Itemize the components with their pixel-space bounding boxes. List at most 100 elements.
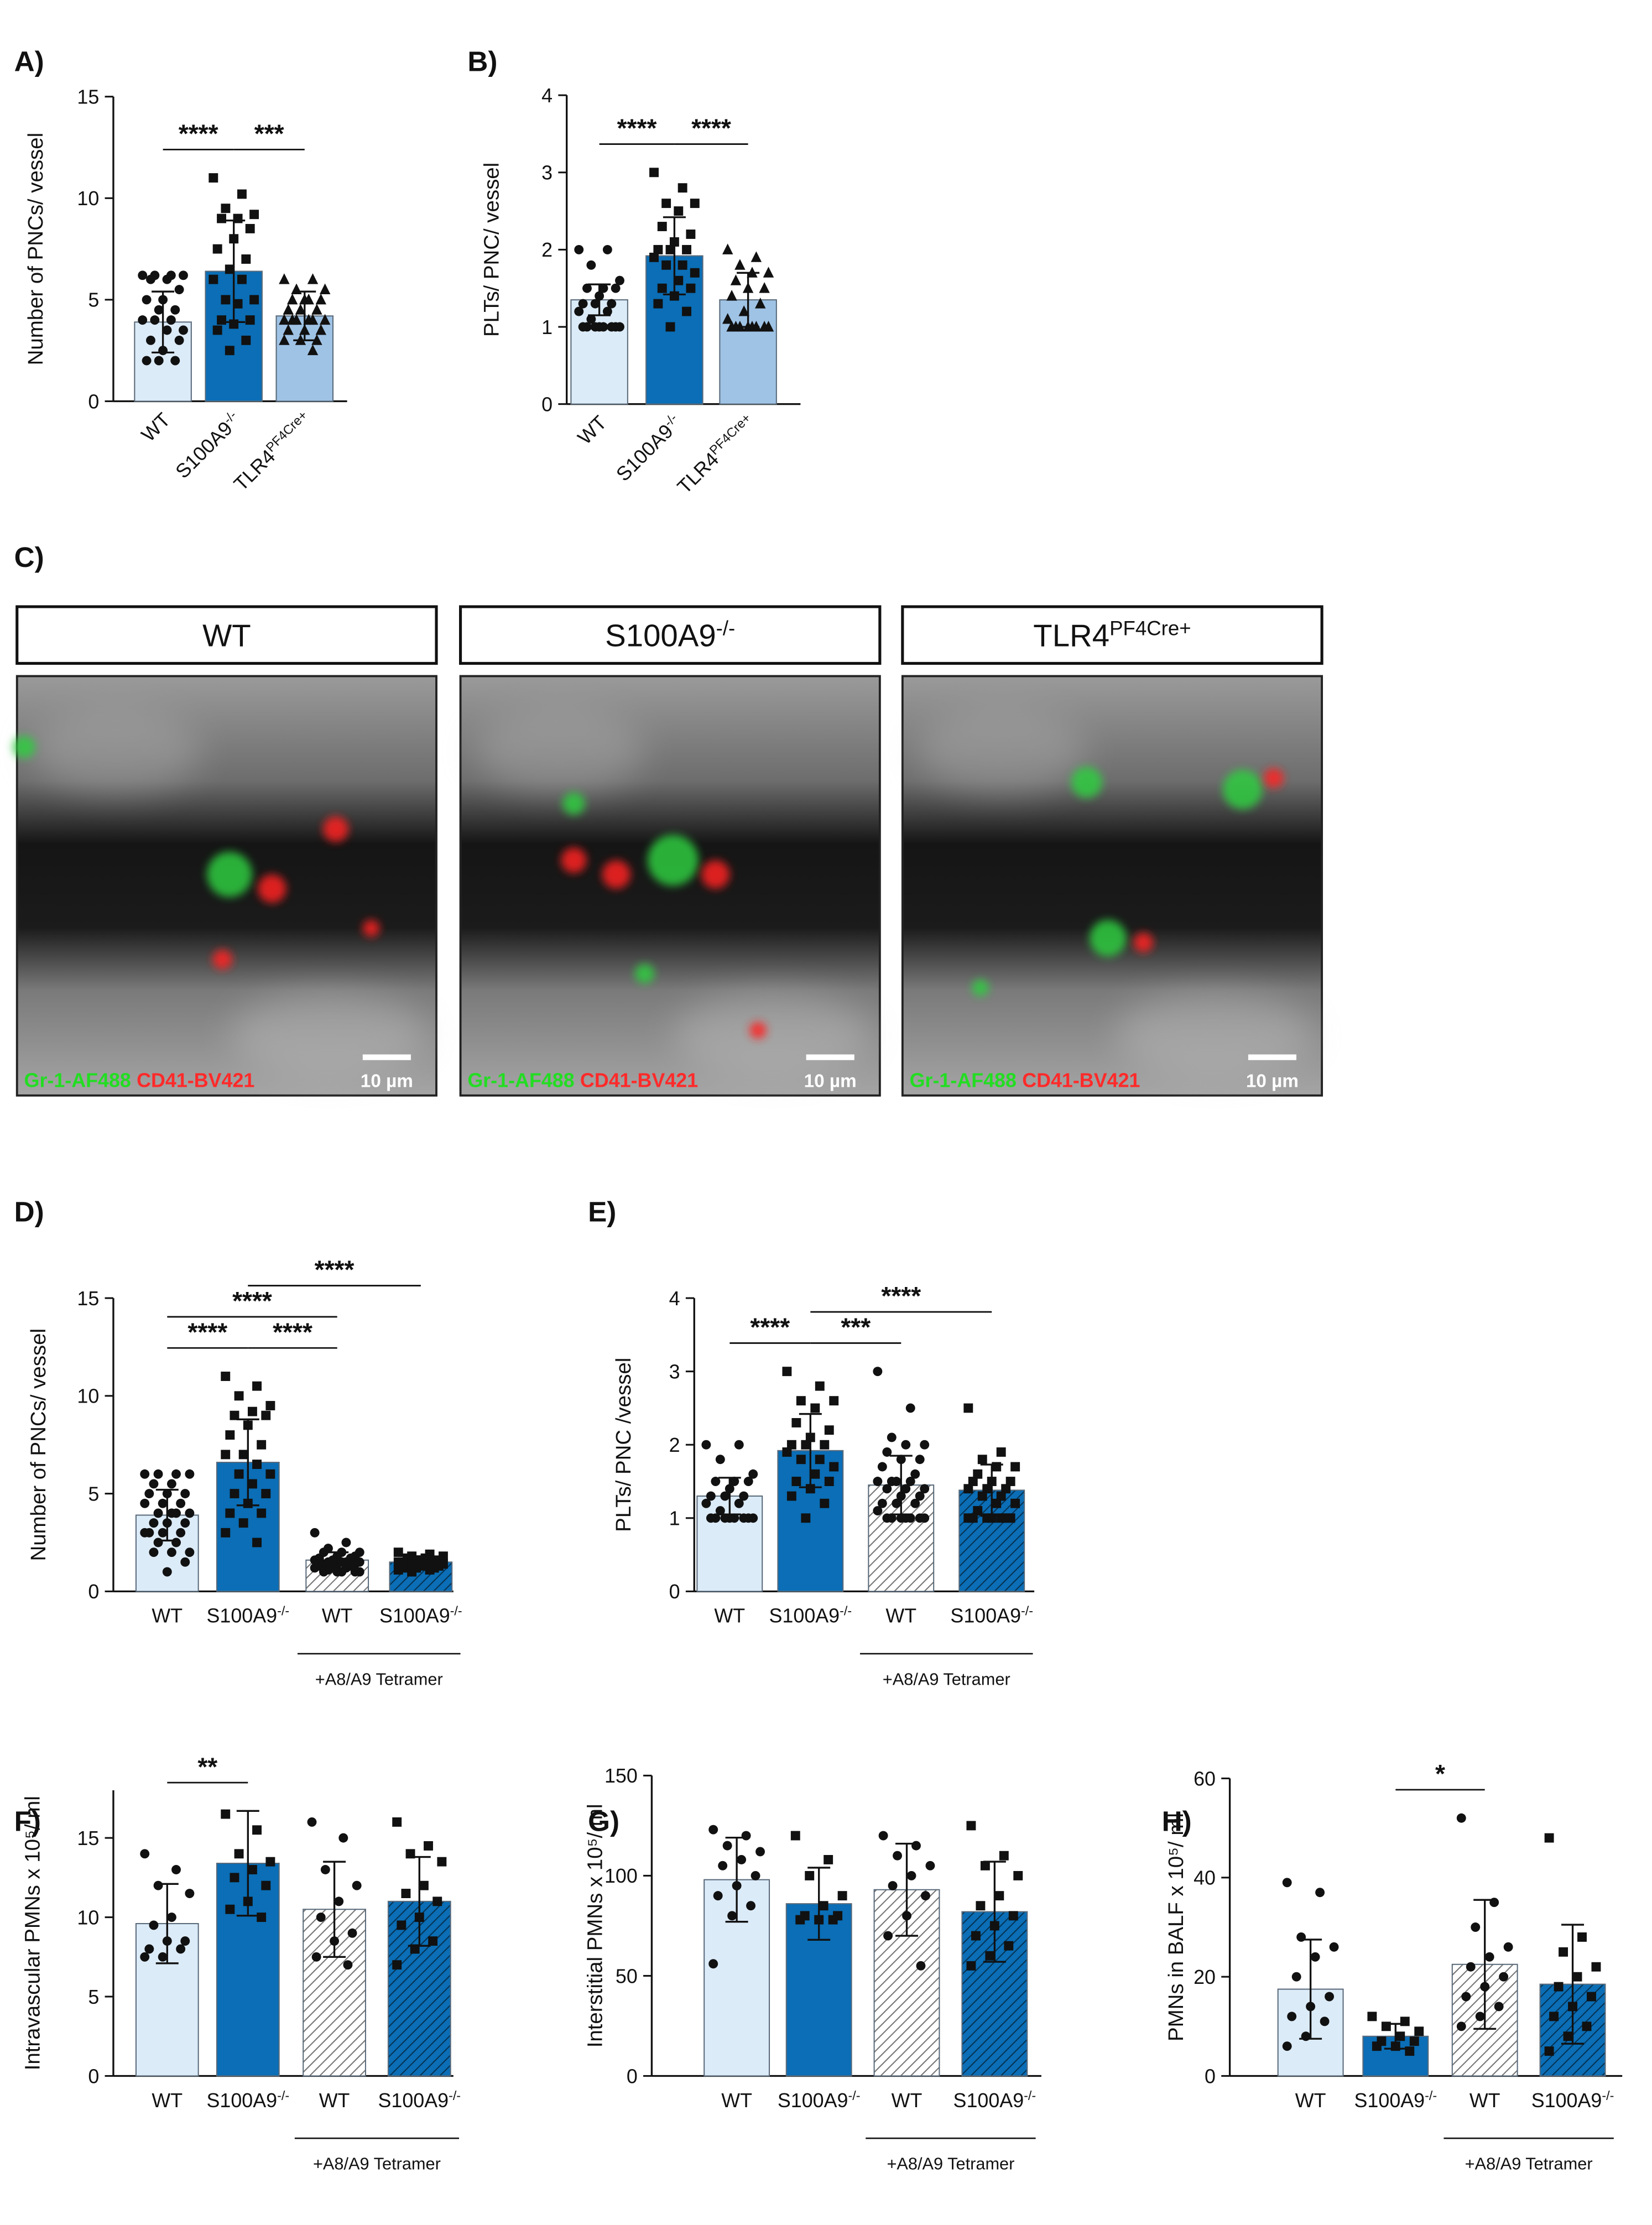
data-point [820,1498,830,1508]
y-axis-label: Interstitial PMNs x 10⁵/ ml [583,1804,607,2048]
data-point [238,1450,248,1460]
data-point [977,1455,987,1465]
significance-label: **** [750,1313,790,1342]
data-point [350,1567,360,1577]
x-tick-label-sup: -/- [1021,1604,1033,1618]
data-point [786,1491,796,1501]
data-point [311,334,322,345]
panel-label: G) [588,1805,619,1837]
data-point [257,1913,267,1922]
data-point [307,1817,317,1827]
data-point [170,356,180,366]
data-point [877,1498,887,1508]
data-point [234,1391,244,1401]
stain-green: Gr-1-AF488 [910,1069,1017,1091]
data-point [916,1961,926,1971]
x-tick-label: S100A9-/- [1531,2088,1614,2112]
data-point [261,1410,271,1420]
data-point [661,260,671,270]
x-tick-label: WT [574,411,611,449]
y-tick-label: 2 [541,239,553,261]
data-point [166,315,176,325]
data-point [795,1915,805,1925]
data-point [882,1513,892,1523]
data-point [252,1538,262,1547]
cell-signal [207,852,252,898]
data-point [307,344,319,356]
scale-bar-label: 10 µm [1246,1071,1299,1091]
data-point [782,1367,792,1377]
data-point [1471,1922,1481,1932]
y-tick-label: 3 [669,1361,680,1383]
data-point [887,1477,897,1486]
data-point [746,1901,756,1911]
data-point [1456,2021,1466,2031]
cell-signal [634,963,655,984]
data-point [338,1833,348,1843]
x-tick-label-sup: -/- [1602,2088,1614,2103]
y-axis-label: Number of PNCs/ vessel [27,1328,50,1561]
data-point [892,1498,901,1508]
data-point [590,322,600,332]
data-point [225,264,234,274]
bar [570,299,628,405]
y-tick-label: 1 [669,1508,680,1530]
data-point [233,299,243,309]
data-point [149,1920,159,1930]
data-point [720,1513,730,1523]
data-point [234,1849,244,1859]
data-point [701,1440,711,1450]
data-point [911,1841,921,1851]
data-point [901,1440,911,1450]
significance-label: **** [179,119,218,148]
y-tick-label: 5 [88,1483,99,1505]
data-point [315,293,327,305]
data-point [209,173,218,183]
data-point [786,1440,796,1450]
panel-label: A) [14,46,44,77]
micrograph-title-base: TLR4 [1033,618,1109,653]
data-point [828,1915,838,1925]
data-point [166,1508,176,1518]
data-point [1010,1498,1020,1508]
micrograph-header [901,605,1323,665]
data-point [149,1479,159,1489]
data-point [829,1462,839,1472]
data-point [221,1809,231,1819]
panel-label: B) [467,46,497,77]
data-point [279,273,290,284]
data-point [303,314,314,325]
data-point [653,244,663,254]
data-point [166,1913,176,1922]
data-point [252,1825,262,1835]
data-point [1001,1484,1011,1494]
data-point [332,1567,342,1577]
cell-signal [972,979,989,997]
x-tick-label-sup: PF4Cre+ [707,410,754,457]
x-tick-label-sup: -/- [449,2088,461,2103]
y-axis-label: PLTs/ PNC/ vessel [480,163,504,337]
y-tick-label: 10 [77,187,99,210]
y-tick-label: 10 [77,1906,99,1929]
cell-signal [212,949,233,970]
tissue-texture [475,708,645,794]
data-point [578,299,588,309]
significance-label: * [1435,1759,1445,1788]
data-point [963,1513,973,1523]
data-point [249,295,259,305]
x-tick-label: WT [322,1605,353,1627]
data-point [1484,1952,1494,1962]
data-point [586,260,596,270]
data-point [810,1469,820,1479]
data-point [748,1469,758,1479]
data-point [982,1513,992,1523]
cell-signal [13,736,36,759]
data-point [737,1855,747,1864]
stain-green: Gr-1-AF488 [24,1069,131,1091]
data-point [1563,2031,1573,2041]
data-point [153,1538,163,1547]
x-tick-label: WT [319,2089,350,2112]
data-point [225,1904,235,1914]
data-point [706,1513,716,1523]
stain-label: Gr-1-AF488 CD41-BV421 [910,1069,1140,1091]
